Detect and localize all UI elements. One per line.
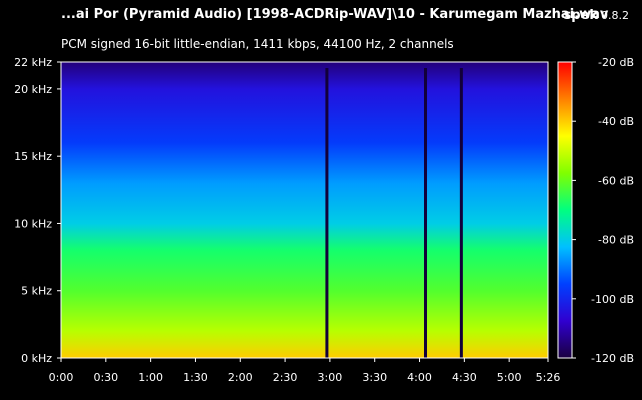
colorbar-scale (557, 61, 573, 359)
x-tick-label: 1:30 (183, 371, 208, 384)
x-tick-label: 1:00 (138, 371, 163, 384)
app-version: 0.8.2 (601, 9, 629, 22)
x-axis: 0:00 0:30 1:00 1:30 2:00 2:30 3:00 3:30 4:00 4:30… (49, 358, 561, 384)
y-tick-label: 10 kHz (14, 217, 52, 230)
spectrogram-heatmap (61, 62, 548, 358)
colorbar-tick-label: -80 dB (598, 234, 634, 247)
y-tick-label: 20 kHz (14, 83, 52, 96)
x-tick-label: 5:00 (497, 371, 522, 384)
y-axis: 0 kHz 5 kHz 10 kHz 15 kHz 20 kHz 22 kHz (14, 56, 61, 365)
x-tick-label: 4:00 (407, 371, 432, 384)
x-tick-label: 2:30 (273, 371, 298, 384)
silence-gap (325, 68, 329, 358)
stream-info: PCM signed 16-bit little-endian, 1411 kb… (61, 37, 454, 51)
colorbar-axis: -20 dB -40 dB -60 dB -80 dB -100 dB -120 dB (572, 56, 634, 365)
spectrogram-plot (60, 61, 549, 359)
y-tick-label: 5 kHz (21, 285, 52, 298)
x-tick-label: 3:00 (318, 371, 343, 384)
colorbar-tick-label: -40 dB (598, 115, 634, 128)
plot-frame (60, 61, 549, 359)
colorbar-tick-label: -120 dB (591, 352, 634, 365)
x-tick-label: 3:30 (362, 371, 387, 384)
x-tick-label: 0:00 (49, 371, 74, 384)
y-tick-label: 22 kHz (14, 56, 52, 69)
x-tick-label: 4:30 (452, 371, 477, 384)
app-brand: spek 0.8.2 (563, 8, 629, 23)
colorbar-tick-label: -20 dB (598, 56, 634, 69)
silence-gap (459, 68, 463, 358)
colorbar-tick-label: -100 dB (591, 293, 634, 306)
file-title: ...ai Por (Pyramid Audio) [1998-ACDRip-W… (61, 7, 609, 22)
x-tick-label: 0:30 (93, 371, 118, 384)
silence-gap (424, 68, 428, 358)
colorbar (557, 61, 573, 359)
x-tick-label: 2:00 (228, 371, 253, 384)
y-tick-label: 15 kHz (14, 150, 52, 163)
x-tick-label: 5:26 (536, 371, 561, 384)
y-tick-label: 0 kHz (21, 352, 52, 365)
silence-gaps (325, 68, 463, 358)
colorbar-tick-label: -60 dB (598, 174, 634, 187)
app-name: spek (563, 8, 598, 23)
